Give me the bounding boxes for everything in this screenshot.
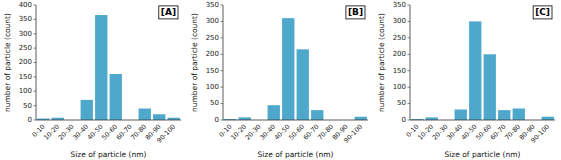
y-tick-label: 200 (206, 50, 219, 58)
y-tick (408, 37, 411, 38)
y-tick-label: 350 (393, 1, 406, 9)
panel-label-text: [B] (348, 7, 363, 17)
x-tick-label: 90-100 (342, 123, 364, 145)
panel-label: [A] (159, 6, 178, 19)
panel-label: [B] (346, 6, 365, 19)
y-tick (221, 37, 224, 38)
bar (498, 110, 510, 120)
bar (153, 114, 165, 120)
y-tick (34, 48, 37, 49)
y-tick (34, 33, 37, 34)
bar (484, 54, 496, 120)
y-tick-label: 50 (23, 102, 32, 110)
chart: 0501001502002503003504000-1010-2020-3030… (0, 0, 561, 160)
panel: 0501001502002503003504000-1010-2020-3030… (3, 1, 181, 159)
y-tick-label: 150 (19, 73, 32, 81)
y-tick-label: 0 (215, 116, 219, 124)
x-axis-line (223, 120, 368, 121)
y-tick-label: 400 (19, 1, 32, 9)
y-tick-label: 100 (393, 83, 406, 91)
y-tick-label: 300 (206, 17, 219, 25)
panel-label: [C] (533, 6, 552, 19)
panel-label-text: [C] (535, 7, 550, 17)
x-axis-label: Size of particle (nm) (258, 150, 334, 159)
bar (455, 109, 467, 120)
y-tick-label: 250 (393, 34, 406, 42)
bars (224, 18, 367, 120)
y-tick (408, 21, 411, 22)
y-tick (34, 76, 37, 77)
y-axis-label: number of particle (count) (377, 13, 386, 112)
bar (297, 49, 309, 120)
y-tick-label: 100 (19, 87, 32, 95)
bar (139, 109, 151, 121)
panel-label-box (346, 6, 365, 19)
bars (411, 21, 554, 120)
y-tick-label: 300 (393, 17, 406, 25)
y-tick (408, 54, 411, 55)
x-axis-line (36, 120, 181, 121)
y-tick (34, 19, 37, 20)
y-axis-label: number of particle (count) (3, 13, 12, 112)
y-tick-label: 100 (206, 83, 219, 91)
y-tick (408, 103, 411, 104)
panel-label-text: [A] (161, 7, 176, 17)
y-tick (221, 21, 224, 22)
y-axis-line (410, 5, 411, 120)
y-axis-label: number of particle (count) (190, 13, 199, 112)
y-tick-label: 150 (393, 67, 406, 75)
bar (542, 117, 554, 120)
y-tick-label: 0 (28, 116, 32, 124)
y-tick (408, 120, 411, 121)
y-tick (221, 70, 224, 71)
bar (110, 74, 122, 120)
bar (513, 109, 525, 121)
panel-label-box (533, 6, 552, 19)
y-tick-label: 50 (397, 99, 406, 107)
x-axis-label: Size of particle (nm) (445, 150, 521, 159)
y-tick (34, 62, 37, 63)
y-tick-label: 300 (19, 30, 32, 38)
panel: 0501001502002503003500-1010-2020-3030-40… (377, 1, 555, 159)
y-tick-label: 0 (402, 116, 406, 124)
y-tick (34, 105, 37, 106)
y-tick (221, 54, 224, 55)
x-tick-label: 90-100 (529, 123, 551, 145)
x-axis-line (410, 120, 555, 121)
y-tick (221, 87, 224, 88)
bar (81, 100, 93, 120)
y-tick-label: 350 (19, 15, 32, 23)
y-tick-label: 250 (206, 34, 219, 42)
y-tick-label: 200 (19, 58, 32, 66)
y-tick (408, 5, 411, 6)
y-tick (221, 120, 224, 121)
page: {"chart_data": [ {"type": "bar", "title"… (0, 0, 561, 160)
x-tick-label: 90-100 (155, 123, 177, 145)
y-tick (34, 91, 37, 92)
y-axis-line (223, 5, 224, 120)
y-tick (34, 5, 37, 6)
y-tick (408, 87, 411, 88)
y-tick-label: 350 (206, 1, 219, 9)
y-tick (34, 120, 37, 121)
bars (37, 15, 180, 120)
y-tick-label: 150 (206, 67, 219, 75)
y-tick-label: 50 (210, 99, 219, 107)
panel-label-box (159, 6, 178, 19)
panel: 0501001502002503003500-1010-2020-3030-40… (190, 1, 368, 159)
y-tick (408, 70, 411, 71)
x-axis-label: Size of particle (nm) (71, 150, 147, 159)
bar (311, 110, 323, 120)
y-tick (221, 5, 224, 6)
y-tick (221, 103, 224, 104)
bar (282, 18, 294, 120)
bar (469, 21, 481, 120)
y-tick-label: 200 (393, 50, 406, 58)
y-tick-label: 250 (19, 44, 32, 52)
bar (268, 105, 280, 120)
bar (355, 117, 367, 120)
bar (95, 15, 107, 120)
